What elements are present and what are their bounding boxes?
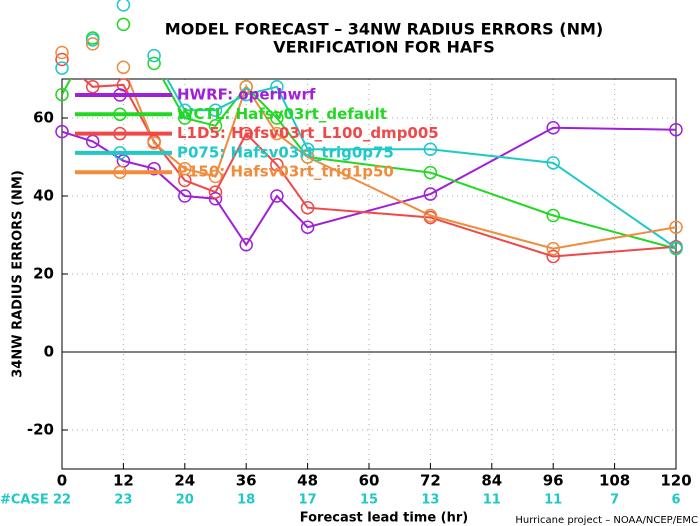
y-tick-label: 20	[33, 265, 54, 283]
x-tick-label: 0	[57, 472, 67, 490]
point	[55, 61, 69, 75]
legend-marker	[113, 146, 127, 160]
series-line	[82, 79, 676, 258]
point	[300, 150, 315, 164]
chart-title: MODEL FORECAST – 34NW RADIUS ERRORS (NM)	[165, 20, 603, 39]
point	[423, 142, 438, 156]
legend-label: HWRF: operhwrf	[177, 86, 316, 104]
series-line	[166, 79, 676, 249]
y-tick-label: 60	[33, 109, 54, 127]
cases-label: #CASE	[0, 493, 49, 508]
point	[669, 241, 683, 255]
point	[669, 220, 683, 234]
legend-label: P150: Hafsv03rt_trig1p50	[177, 163, 394, 181]
legend-marker	[113, 88, 127, 102]
x-tick-label: 108	[599, 472, 630, 490]
chart-subtitle: VERIFICATION FOR HAFS	[273, 38, 494, 57]
point	[147, 48, 161, 63]
point	[55, 45, 69, 60]
point	[239, 126, 253, 141]
y-axis-label: 34NW RADIUS ERRORS (NM)	[11, 170, 26, 378]
case-count: 11	[544, 493, 562, 508]
x-tick-label: 24	[174, 472, 195, 490]
point	[270, 189, 284, 203]
point	[147, 56, 161, 71]
point	[546, 241, 560, 256]
point	[423, 187, 438, 201]
point	[208, 119, 223, 133]
point	[147, 161, 161, 176]
case-count: 6	[671, 493, 680, 508]
point	[55, 124, 69, 139]
point	[208, 103, 223, 117]
y-tick-label: 40	[33, 187, 54, 205]
point	[85, 80, 100, 94]
point	[116, 17, 131, 32]
point	[178, 189, 192, 203]
legend-marker	[113, 126, 127, 141]
point	[546, 156, 560, 170]
point	[423, 208, 438, 223]
point	[208, 185, 223, 199]
point	[546, 249, 560, 264]
point	[300, 220, 315, 234]
legend-label: P075: Hafsv03rt_trig0p75	[177, 143, 394, 161]
point	[178, 103, 192, 117]
legend-label: WCTL: Hafsv03rt_default	[177, 105, 387, 123]
point	[669, 122, 683, 137]
x-tick-label: 36	[236, 472, 257, 490]
case-count: 11	[483, 493, 501, 508]
point	[270, 111, 284, 125]
point	[208, 191, 223, 206]
point	[116, 0, 131, 12]
x-tick-label: 48	[297, 472, 318, 490]
point	[178, 161, 192, 176]
case-count: 20	[176, 493, 194, 508]
series-line	[62, 79, 676, 250]
y-tick-label: 0	[44, 343, 54, 361]
case-count: 13	[421, 493, 439, 508]
legend-marker	[113, 107, 127, 122]
case-count: 22	[53, 493, 71, 508]
y-tick-label: -20	[27, 421, 54, 439]
case-count: 18	[237, 493, 255, 508]
point	[300, 200, 315, 215]
case-count: 7	[610, 493, 619, 508]
point	[270, 80, 284, 94]
point	[423, 165, 438, 180]
point	[178, 111, 192, 125]
point	[239, 80, 253, 94]
legend-marker	[113, 165, 127, 179]
x-tick-label: 120	[660, 472, 691, 490]
point	[85, 33, 100, 47]
point	[546, 121, 560, 135]
x-tick-label: 72	[420, 472, 441, 490]
point	[55, 87, 69, 102]
point	[239, 87, 253, 102]
case-count: 15	[360, 493, 378, 508]
x-tick-label: 84	[481, 472, 502, 490]
case-count: 23	[114, 493, 132, 508]
x-axis-label: Forecast lead time (hr)	[300, 511, 468, 526]
point	[116, 60, 131, 75]
point	[270, 126, 284, 141]
point	[239, 238, 253, 252]
point	[55, 52, 69, 67]
series-line	[127, 79, 676, 250]
point	[208, 169, 223, 184]
plot-frame	[61, 78, 677, 470]
case-count: 17	[299, 493, 317, 508]
x-tick-label: 12	[113, 472, 134, 490]
point	[300, 142, 315, 156]
point	[270, 158, 284, 172]
legend-label: L1D5: Hafsv03rt_L100_dmp005	[177, 124, 439, 142]
point	[546, 208, 560, 223]
x-tick-label: 96	[543, 472, 564, 490]
x-tick-label: 60	[359, 472, 380, 490]
footer: Hurricane project – NOAA/NCEP/EMC	[515, 515, 698, 526]
point	[147, 136, 161, 150]
point	[85, 37, 100, 51]
